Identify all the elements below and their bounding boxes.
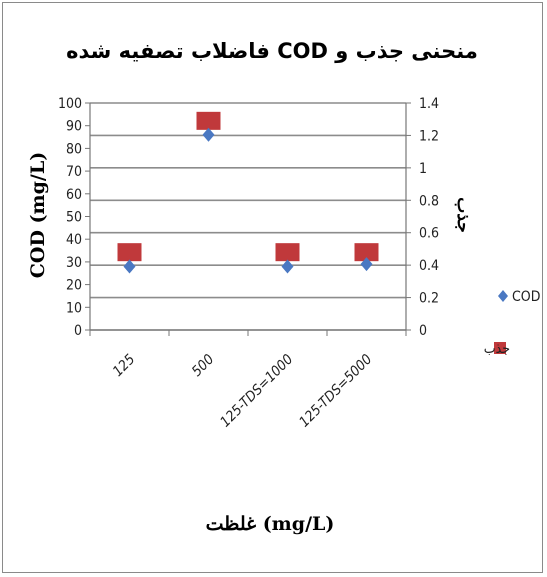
- x-ticks: 125 500 125-TDS=1000 125-TDS=5000: [89, 330, 407, 431]
- y-tick-label: 30: [66, 255, 82, 271]
- right-y-ticks: 0 0.2 0.4 0.6 0.8 1 1.2 1.4: [406, 96, 439, 339]
- left-y-ticks: 0 10 20 30 40 50 60 70 80 90 100: [58, 96, 90, 339]
- absorbance-point: [275, 243, 300, 262]
- y-tick-label: 10: [66, 300, 82, 316]
- cod-point: [360, 257, 373, 272]
- y-tick-label: 20: [66, 278, 82, 294]
- y2-tick-label: 1.2: [419, 128, 439, 144]
- x-axis-label: غلظت (mg/L): [206, 513, 335, 535]
- y2-axis-label: جذب: [453, 197, 473, 232]
- absorbance-point: [117, 243, 142, 262]
- y2-tick-label: 1: [419, 161, 427, 177]
- y2-tick-label: 0.4: [419, 258, 439, 274]
- absorbance-point: [196, 111, 221, 130]
- y-tick-label: 80: [66, 141, 82, 157]
- legend-swatch-cod: [498, 290, 508, 302]
- y2-tick-label: 1.4: [419, 96, 439, 112]
- chart-title: منحنی جذب و COD فاضلاب تصفیه شده: [66, 39, 478, 63]
- y2-tick-label: 0.8: [419, 193, 439, 209]
- gridlines: [90, 102, 406, 331]
- legend-swatch-absorbance: [494, 342, 506, 354]
- y-tick-label: 0: [74, 323, 82, 339]
- legend: COD جذب: [484, 289, 541, 357]
- y2-tick-label: 0.2: [419, 291, 439, 307]
- legend-label-cod: COD: [512, 289, 540, 305]
- data-marks: [117, 111, 379, 274]
- y-tick-label: 50: [66, 210, 82, 226]
- y-tick-label: 90: [66, 119, 82, 135]
- legend-label-absorbance: جذب: [484, 341, 510, 357]
- y-tick-label: 40: [66, 232, 82, 248]
- y-tick-label: 100: [58, 96, 82, 112]
- x-tick-label: 500: [189, 352, 217, 380]
- cod-point: [123, 259, 136, 274]
- y-tick-label: 60: [66, 187, 82, 203]
- x-tick-label: 125-TDS=5000: [296, 352, 375, 431]
- y2-tick-label: 0.6: [419, 226, 439, 242]
- cod-point: [281, 259, 294, 274]
- x-tick-label: 125-TDS=1000: [217, 352, 296, 431]
- chart-frame: [2, 2, 543, 573]
- cod-point: [202, 127, 215, 142]
- y-tick-label: 70: [66, 164, 82, 180]
- y2-tick-label: 0: [419, 323, 427, 339]
- y-axis-label: COD (mg/L): [27, 152, 49, 278]
- axes: [89, 103, 407, 331]
- x-tick-label: 125: [110, 352, 138, 380]
- absorbance-point: [354, 243, 379, 262]
